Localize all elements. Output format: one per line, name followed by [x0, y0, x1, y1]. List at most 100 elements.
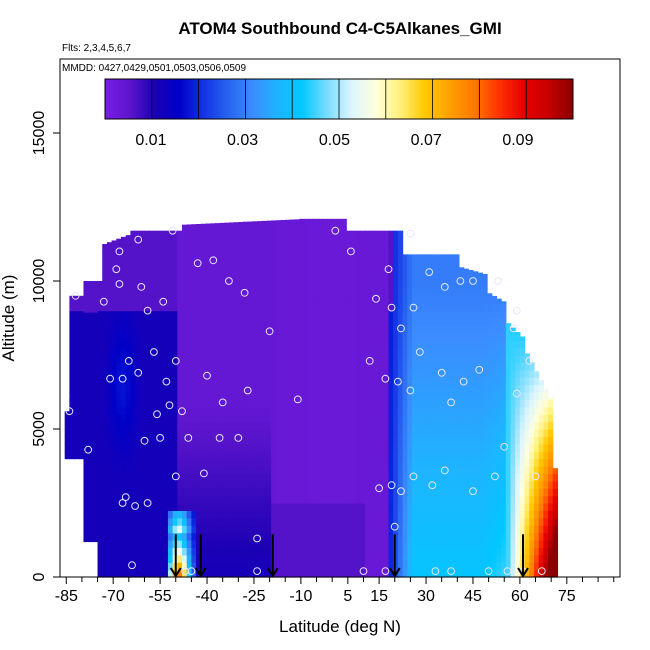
- field-cell: [336, 384, 343, 393]
- field-cell: [350, 332, 357, 341]
- field-cell: [313, 562, 319, 571]
- field-cell: [247, 443, 253, 452]
- field-cell: [196, 244, 202, 252]
- field-cell: [318, 525, 324, 534]
- field-cell: [369, 340, 376, 349]
- field-cell: [313, 517, 319, 526]
- field-cell: [421, 362, 427, 371]
- field-cell: [252, 480, 258, 489]
- field-cell: [78, 295, 85, 304]
- field-cell: [191, 429, 197, 437]
- field-cell: [515, 451, 521, 460]
- field-cell: [299, 218, 305, 223]
- field-cell: [139, 273, 146, 282]
- field-cell: [153, 399, 160, 408]
- field-cell: [172, 377, 178, 386]
- field-cell: [374, 288, 380, 297]
- field-cell: [116, 525, 122, 534]
- field-cell: [468, 269, 474, 275]
- field-cell: [88, 386, 94, 395]
- field-cell: [191, 480, 197, 489]
- field-cell: [69, 303, 75, 312]
- field-cell: [271, 362, 277, 371]
- field-cell: [125, 480, 131, 489]
- field-cell: [458, 569, 465, 578]
- field-cell: [304, 466, 310, 474]
- field-cell: [163, 421, 169, 430]
- field-cell: [299, 488, 305, 497]
- field-cell: [430, 254, 437, 260]
- field-cell: [350, 377, 357, 386]
- field-cell: [224, 436, 230, 445]
- field-cell: [552, 532, 559, 541]
- field-cell: [529, 569, 535, 578]
- field-cell: [388, 406, 394, 415]
- field-cell: [74, 303, 80, 312]
- field-cell: [454, 362, 460, 371]
- field-cell: [149, 429, 155, 437]
- colorbar-swatch: [109, 79, 113, 119]
- field-cell: [149, 532, 155, 541]
- field-cell: [97, 466, 103, 474]
- field-cell: [144, 318, 150, 326]
- field-cell: [294, 503, 300, 511]
- field-cell: [402, 451, 408, 460]
- field-cell: [524, 421, 530, 430]
- field-cell: [411, 525, 418, 534]
- field-cell: [224, 295, 230, 304]
- field-cell: [308, 384, 315, 393]
- field-cell: [182, 229, 188, 238]
- field-cell: [519, 517, 526, 526]
- field-cell: [299, 525, 305, 534]
- field-cell: [322, 392, 329, 400]
- field-cell: [69, 443, 75, 452]
- field-cell: [219, 340, 225, 349]
- field-cell: [472, 384, 479, 393]
- x-tick-label: 5: [343, 588, 352, 605]
- field-cell: [228, 377, 235, 386]
- field-cell: [524, 569, 530, 578]
- field-cell: [167, 377, 174, 386]
- field-cell: [426, 547, 432, 556]
- field-cell: [205, 503, 211, 511]
- field-cell: [341, 325, 347, 334]
- field-cell: [299, 295, 305, 304]
- field-cell: [158, 406, 164, 415]
- field-cell: [388, 266, 394, 275]
- field-cell: [97, 569, 103, 578]
- sample-point: [437, 368, 446, 377]
- field-cell: [271, 495, 277, 504]
- field-cell: [182, 406, 188, 415]
- field-cell: [393, 251, 399, 260]
- field-cell: [275, 332, 282, 341]
- field-cell: [97, 547, 103, 556]
- field-cell: [214, 347, 221, 356]
- field-cell: [196, 355, 202, 363]
- field-cell: [468, 473, 474, 482]
- field-cell: [200, 443, 207, 452]
- field-cell: [411, 429, 418, 437]
- field-cell: [219, 458, 225, 467]
- sample-point: [440, 466, 449, 475]
- field-cell: [111, 488, 117, 497]
- field-cell: [379, 340, 385, 349]
- field-cell: [346, 303, 352, 312]
- sample-point: [531, 472, 540, 481]
- field-cell: [257, 236, 263, 245]
- field-cell: [383, 532, 390, 541]
- field-cell: [224, 510, 230, 519]
- colorbar-swatch: [184, 79, 188, 119]
- field-cell: [477, 510, 483, 519]
- field-cell: [121, 547, 127, 556]
- field-cell: [172, 281, 178, 289]
- field-cell: [505, 369, 512, 378]
- field-cell: [271, 295, 277, 304]
- field-cell: [374, 532, 380, 541]
- field-cell: [318, 244, 324, 252]
- field-cell: [327, 517, 333, 526]
- field-cell: [130, 288, 136, 297]
- field-cell: [78, 384, 85, 393]
- field-cell: [172, 436, 178, 445]
- field-cell: [388, 369, 394, 378]
- field-cell: [97, 332, 103, 341]
